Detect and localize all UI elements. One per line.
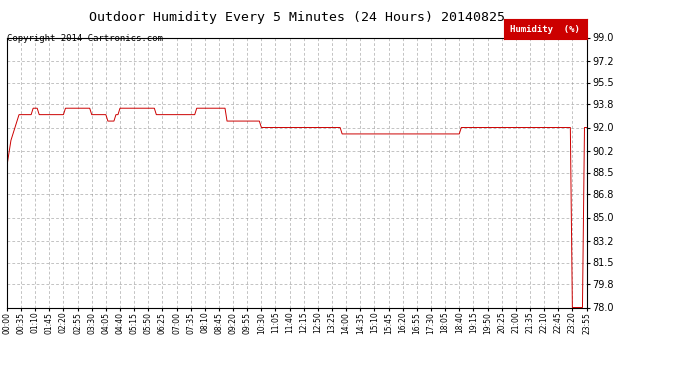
Text: Humidity  (%): Humidity (%) — [510, 25, 580, 34]
Text: Copyright 2014 Cartronics.com: Copyright 2014 Cartronics.com — [7, 34, 163, 43]
Text: Outdoor Humidity Every 5 Minutes (24 Hours) 20140825: Outdoor Humidity Every 5 Minutes (24 Hou… — [89, 11, 504, 24]
